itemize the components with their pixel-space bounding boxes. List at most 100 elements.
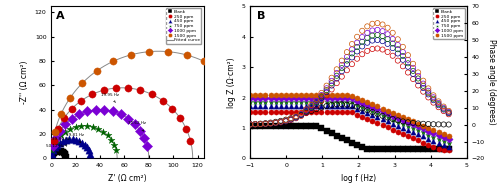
Point: [384, 120, 392, 123]
Point: [394, 48, 402, 51]
Point: [440, 123, 448, 126]
Point: [424, 137, 432, 140]
Point: [419, 127, 427, 130]
Point: [404, 62, 412, 65]
Point: [109, 60, 117, 63]
Point: [292, 115, 300, 118]
Point: [168, 107, 176, 110]
Point: [78, 141, 86, 144]
Point: [394, 114, 402, 117]
Point: [84, 149, 92, 152]
Point: [104, 134, 112, 137]
Point: [50, 151, 58, 154]
Point: [430, 97, 438, 100]
Point: [440, 136, 448, 139]
Point: [358, 115, 366, 118]
Point: [256, 123, 264, 126]
Point: [368, 105, 376, 108]
Point: [246, 105, 254, 108]
Point: [399, 116, 407, 119]
Point: [62, 155, 70, 158]
Point: [266, 122, 274, 125]
Point: [302, 97, 310, 100]
Point: [388, 31, 396, 34]
Point: [348, 94, 356, 97]
Point: [409, 72, 417, 75]
Point: [399, 120, 407, 123]
Point: [328, 97, 336, 100]
Point: [444, 113, 452, 116]
Point: [287, 94, 295, 97]
Point: [308, 105, 316, 108]
Point: [297, 111, 305, 114]
Point: [66, 96, 74, 99]
Point: [312, 97, 320, 100]
Point: [399, 50, 407, 53]
Point: [404, 128, 412, 131]
Point: [358, 45, 366, 48]
Point: [322, 105, 330, 108]
Point: [424, 87, 432, 90]
Point: [287, 97, 295, 100]
Point: [374, 122, 382, 125]
Point: [246, 94, 254, 97]
Point: [262, 101, 270, 104]
Point: [409, 69, 417, 72]
Point: [266, 122, 274, 125]
Point: [430, 123, 438, 126]
Point: [256, 122, 264, 125]
Point: [75, 139, 83, 142]
Point: [140, 137, 148, 140]
Point: [322, 84, 330, 87]
Point: [388, 118, 396, 121]
Point: [266, 111, 274, 114]
Point: [252, 124, 260, 127]
Point: [287, 118, 295, 121]
Point: [322, 101, 330, 104]
Point: [353, 107, 361, 110]
Point: [262, 94, 270, 97]
Point: [246, 123, 254, 126]
Y-axis label: -Z'' (Ω cm²): -Z'' (Ω cm²): [20, 61, 29, 104]
Point: [252, 123, 260, 126]
Text: A: A: [56, 11, 64, 21]
Point: [58, 150, 66, 153]
Point: [246, 123, 254, 126]
Point: [312, 105, 320, 108]
Point: [374, 148, 382, 151]
Point: [424, 91, 432, 94]
Point: [68, 137, 76, 140]
Point: [414, 71, 422, 74]
Point: [108, 138, 116, 141]
Point: [144, 145, 152, 148]
Point: [332, 74, 340, 77]
Point: [430, 139, 438, 142]
Point: [424, 129, 432, 132]
Point: [430, 135, 438, 138]
Point: [262, 122, 270, 125]
Point: [404, 71, 412, 74]
Point: [409, 127, 417, 130]
Point: [89, 125, 97, 128]
Point: [419, 141, 427, 144]
Point: [384, 112, 392, 115]
Point: [252, 123, 260, 126]
Point: [62, 138, 70, 141]
Point: [276, 94, 284, 97]
Point: [434, 134, 442, 137]
Point: [77, 99, 85, 102]
Point: [292, 116, 300, 119]
Point: [322, 97, 330, 100]
Point: [53, 150, 61, 153]
Point: [124, 117, 132, 120]
Point: [276, 120, 284, 123]
Point: [318, 97, 326, 100]
Point: [318, 94, 326, 97]
Point: [368, 148, 376, 151]
Point: [353, 143, 361, 146]
Point: [419, 79, 427, 82]
Point: [434, 141, 442, 144]
Point: [292, 94, 300, 97]
Point: [348, 141, 356, 144]
Point: [424, 143, 432, 146]
